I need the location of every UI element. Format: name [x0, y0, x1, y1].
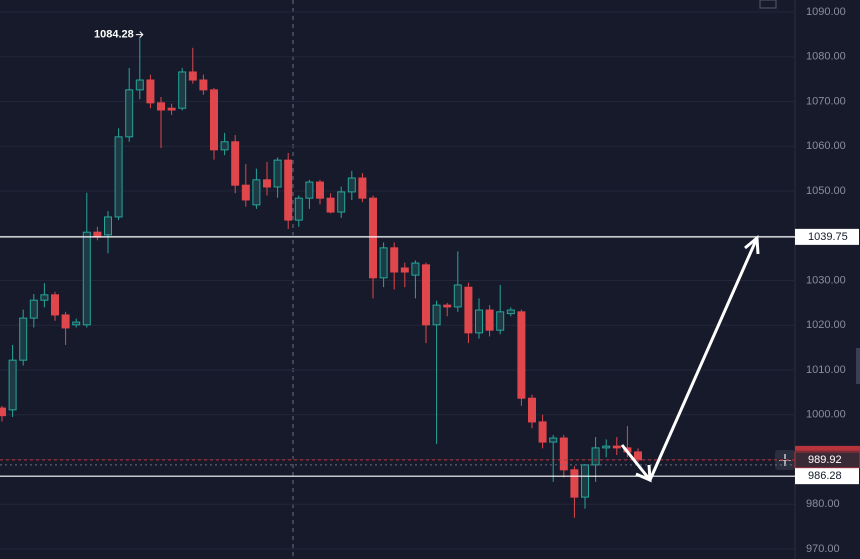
candle-body	[432, 304, 441, 326]
y-tick-label: 1090.00	[806, 6, 846, 18]
candle-body	[82, 231, 91, 326]
candle-body	[61, 314, 70, 329]
candle-body	[337, 191, 346, 213]
candle-body	[8, 359, 17, 411]
corner-icon[interactable]	[759, 0, 777, 9]
candle-body	[188, 71, 197, 81]
candle-body	[464, 286, 473, 334]
price-line-label: 986.28	[808, 470, 842, 482]
candle-body	[72, 321, 81, 326]
candle-body	[517, 311, 526, 399]
arrow-head	[635, 464, 652, 483]
plot: 970.00980.00990.001000.001010.001020.001…	[0, 6, 860, 555]
candle-body	[157, 102, 165, 111]
candle-body	[400, 267, 409, 273]
candle-body	[135, 79, 144, 91]
last-price-box	[794, 451, 860, 469]
candle-body	[549, 437, 558, 443]
candle-body	[634, 451, 642, 461]
candle-body	[326, 197, 335, 213]
candle-body	[485, 309, 494, 331]
price-line-label: 1039.75	[808, 231, 848, 243]
y-tick-label: 980.00	[806, 498, 840, 510]
candle-body	[178, 71, 187, 109]
candle-body	[263, 179, 271, 188]
candle-body	[347, 177, 356, 193]
y-tick-label: 1020.00	[806, 319, 846, 331]
candle-body	[538, 421, 547, 443]
y-tick-label: 1070.00	[806, 95, 846, 107]
candle-body	[284, 159, 293, 221]
candle-body	[379, 247, 388, 279]
candle-body	[146, 79, 155, 104]
candle-body	[104, 216, 112, 236]
candle-body	[570, 469, 579, 498]
candle-body	[591, 447, 600, 466]
candle-body	[241, 184, 250, 201]
candle-body	[114, 136, 123, 218]
high-label: 1084.28	[94, 28, 134, 40]
y-tick-label: 1080.00	[806, 51, 846, 63]
candle-body	[252, 179, 261, 206]
candle-body	[0, 407, 6, 417]
candle-body	[443, 304, 452, 308]
candle-body	[496, 311, 505, 331]
y-tick-label: 1010.00	[806, 364, 846, 376]
price-line-box	[795, 228, 859, 245]
y-tick-label: 1050.00	[806, 185, 846, 197]
candle-body	[294, 197, 303, 221]
y-tick-label: 1000.00	[806, 409, 846, 421]
y-tick-label: 970.00	[806, 543, 840, 555]
last-price-label: 989.92	[808, 454, 842, 466]
candle-body	[40, 294, 49, 301]
candle-body	[273, 159, 282, 188]
candle-body	[581, 464, 589, 498]
candle-body	[19, 317, 28, 361]
candle-body	[231, 141, 240, 186]
candle-body	[51, 294, 59, 316]
candle-body	[210, 89, 218, 151]
candle-body	[602, 445, 611, 449]
candle-body	[475, 309, 483, 334]
candle-body	[453, 284, 462, 308]
arrow-head	[744, 234, 760, 255]
candle-body	[422, 264, 430, 326]
candle-body	[528, 397, 536, 423]
candle-body	[358, 177, 367, 199]
candle-body	[316, 181, 324, 199]
last-price-tag	[795, 445, 860, 451]
candle-body	[167, 107, 176, 111]
high-arrow	[135, 31, 144, 38]
y-tick-label: 1060.00	[806, 140, 846, 152]
candle-body	[390, 247, 399, 273]
candle-body	[411, 262, 420, 276]
price-line-box	[795, 468, 859, 485]
candle-body	[506, 309, 515, 315]
candle-body	[612, 445, 621, 449]
candle-body	[305, 181, 314, 199]
y-tick-label: 1030.00	[806, 274, 846, 286]
candle-body	[220, 141, 229, 151]
candle-body	[369, 197, 377, 279]
candle-body	[559, 437, 568, 471]
candle-body	[29, 299, 38, 319]
scroll-handle[interactable]	[856, 348, 860, 384]
candle-body	[199, 79, 208, 91]
candle-body	[125, 89, 134, 138]
